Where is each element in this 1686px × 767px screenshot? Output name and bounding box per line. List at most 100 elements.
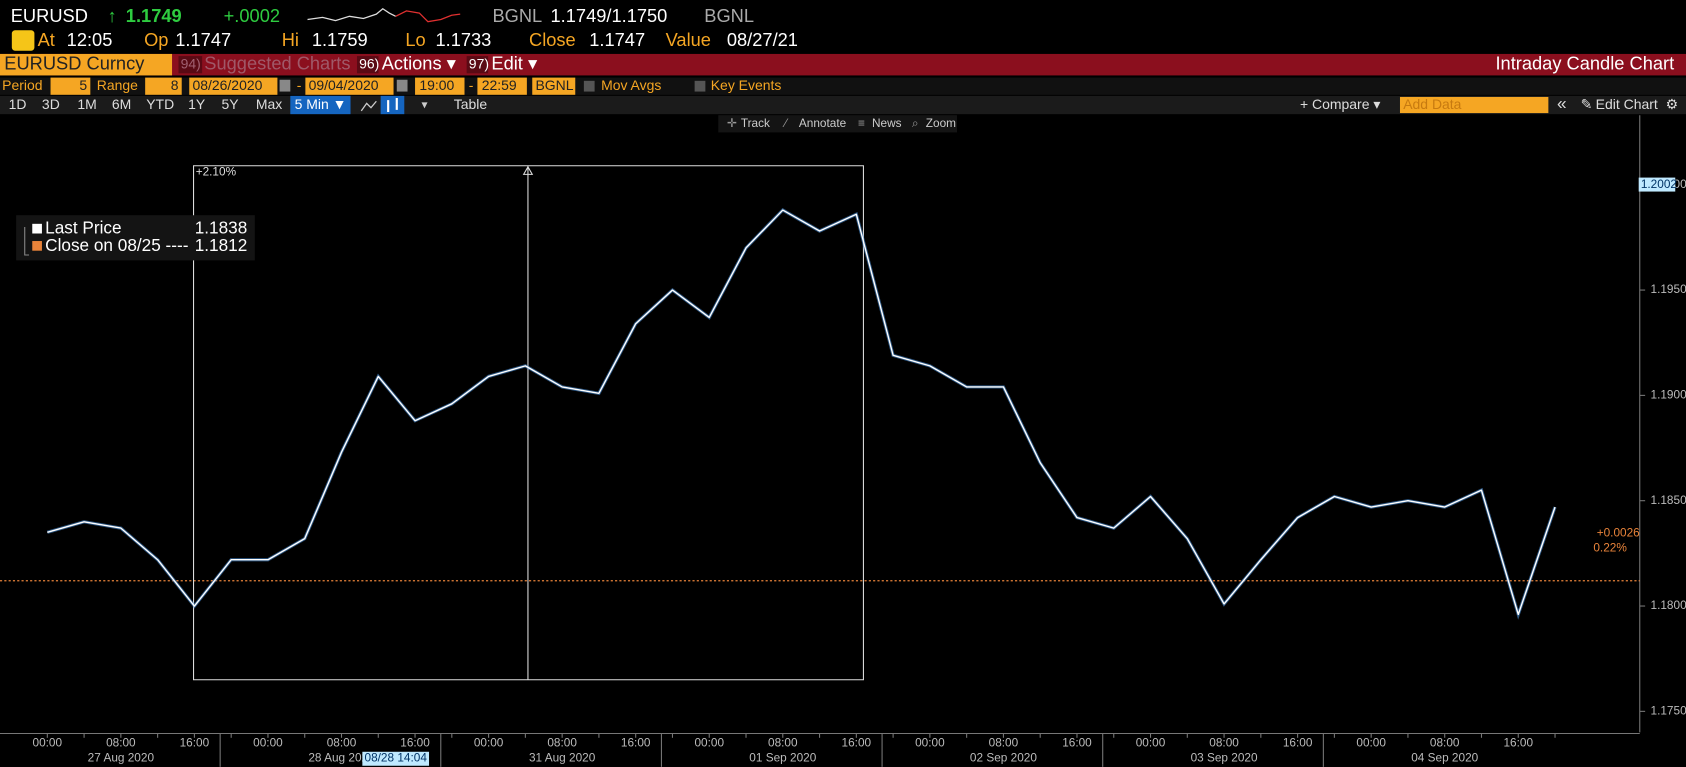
x-tick-label: 16:00 xyxy=(842,735,872,749)
range-button[interactable]: 6M xyxy=(112,96,131,112)
x-tick-label: 00:00 xyxy=(694,735,724,749)
value: 08/27/21 xyxy=(727,29,798,50)
tools-bar xyxy=(718,115,957,133)
value: 1.1759 xyxy=(312,29,368,50)
x-date-label: 04 Sep 2020 xyxy=(1411,750,1478,764)
x-tick-label: 16:00 xyxy=(180,735,210,749)
legend-bracket xyxy=(24,227,30,256)
x-date-label: 28 Aug 2020 xyxy=(308,750,375,764)
tool-icon[interactable]: ⌕ xyxy=(912,116,919,130)
input-box[interactable] xyxy=(477,77,527,95)
checkbox[interactable] xyxy=(694,80,706,92)
separator: - xyxy=(469,77,474,93)
input-box[interactable] xyxy=(189,77,278,95)
x-tick-label: 16:00 xyxy=(1062,735,1092,749)
x-tick-label: 16:00 xyxy=(621,735,651,749)
x-tick-label: 08:00 xyxy=(989,735,1019,749)
input-box[interactable] xyxy=(50,77,91,95)
x-tick-label: 00:00 xyxy=(253,735,283,749)
label: Hi xyxy=(282,29,299,50)
range-button[interactable]: 1M xyxy=(77,96,96,112)
checkbox[interactable] xyxy=(583,80,595,92)
add-data-box[interactable] xyxy=(1399,96,1549,114)
security-box[interactable] xyxy=(0,53,173,76)
input[interactable]: 5 xyxy=(79,77,87,93)
security[interactable]: EURUSD Curncy xyxy=(4,53,145,74)
cursor-time-box xyxy=(362,751,430,766)
x-tick-label: 00:00 xyxy=(1136,735,1166,749)
pencil[interactable]: ✎ xyxy=(1581,96,1593,112)
x-tick-label: 16:00 xyxy=(400,735,430,749)
legend-swatch xyxy=(32,241,42,251)
x-tick-label: 08:00 xyxy=(106,735,136,749)
menu-item[interactable]: Actions ▾ xyxy=(382,53,456,74)
line-icon[interactable] xyxy=(360,100,377,112)
ticker: EURUSD xyxy=(11,5,88,26)
x-tick-label: 08:00 xyxy=(327,735,357,749)
cursor-time: 08/28 14:04 xyxy=(365,750,428,764)
input[interactable]: 19:00 xyxy=(419,77,454,93)
tool-button[interactable]: News xyxy=(872,116,902,130)
alert-icon[interactable] xyxy=(11,30,35,51)
range-button[interactable]: Max xyxy=(256,96,282,112)
x-tick-label: 08:00 xyxy=(547,735,577,749)
x-tick-label: 08:00 xyxy=(768,735,798,749)
source: BGNL xyxy=(704,5,754,26)
price-line xyxy=(47,209,1556,616)
input[interactable]: 08/26/2020 xyxy=(192,77,262,93)
range-button[interactable]: 1Y xyxy=(188,96,206,112)
tool-icon[interactable]: ✛ xyxy=(727,116,737,130)
input-box[interactable] xyxy=(145,77,182,95)
collapse[interactable]: « xyxy=(1557,93,1567,113)
interval[interactable]: 5 Min ▼ xyxy=(295,96,347,112)
range-button[interactable]: 3D xyxy=(42,96,60,112)
tool-button[interactable]: Zoom xyxy=(926,116,956,130)
menu-code: 94) xyxy=(181,55,201,71)
source: BGNL xyxy=(492,5,542,26)
tool-button[interactable]: Track xyxy=(741,116,770,130)
table-button[interactable]: Table xyxy=(454,96,488,112)
input-box[interactable] xyxy=(532,77,576,95)
range-button[interactable]: 1D xyxy=(9,96,27,112)
compare-button[interactable]: + Compare ▾ xyxy=(1300,96,1380,112)
legend-label: Last Price xyxy=(45,218,121,238)
value: 1.1747 xyxy=(589,29,645,50)
candle-icon[interactable] xyxy=(387,98,398,112)
x-tick-label: 16:00 xyxy=(1283,735,1313,749)
input-box[interactable] xyxy=(415,77,465,95)
label: Value xyxy=(666,29,711,50)
input[interactable]: 22:59 xyxy=(482,77,517,93)
settings-gear[interactable]: ⚙ xyxy=(1666,96,1679,112)
edit-chart[interactable]: Edit Chart xyxy=(1596,96,1658,112)
change: +.0002 xyxy=(224,5,280,26)
legend-value: 1.1812 xyxy=(195,235,248,255)
menu-item[interactable]: Suggested Charts xyxy=(204,53,350,74)
range-button[interactable]: 5Y xyxy=(222,96,240,112)
input-box[interactable] xyxy=(305,77,394,95)
tool-icon[interactable]: ≡ xyxy=(858,116,865,130)
value: 1.1733 xyxy=(435,29,491,50)
dropdown[interactable]: ▾ xyxy=(422,98,428,112)
x-tick-label: 00:00 xyxy=(915,735,945,749)
add-data[interactable]: Add Data xyxy=(1403,96,1461,112)
option[interactable]: Mov Avgs xyxy=(601,77,661,93)
calendar-icon[interactable] xyxy=(396,79,408,92)
tool-button[interactable]: Annotate xyxy=(799,116,847,130)
range-buttons: 1D 3D 1M 6M YTD 1Y 5Y Max xyxy=(9,96,283,112)
input[interactable]: 8 xyxy=(171,77,179,93)
input[interactable]: 09/04/2020 xyxy=(309,77,379,93)
tool-icon[interactable]: ⁄ xyxy=(782,116,789,130)
range-button[interactable]: YTD xyxy=(146,96,174,112)
candle-icon-box[interactable] xyxy=(380,95,405,115)
sparkline-down xyxy=(395,10,461,23)
interval-box[interactable] xyxy=(290,95,351,115)
plot: 1.17501.18001.18501.19001.19501.200000:0… xyxy=(0,115,1686,767)
label: Period xyxy=(2,77,42,93)
x-tick-label: 08:00 xyxy=(1430,735,1460,749)
calendar-icon[interactable] xyxy=(279,79,291,92)
option[interactable]: Key Events xyxy=(711,77,782,93)
input[interactable]: BGNL xyxy=(535,77,573,93)
x-date-label: 31 Aug 2020 xyxy=(529,750,596,764)
menu-item[interactable]: Edit ▾ xyxy=(491,53,537,74)
x-date-label: 27 Aug 2020 xyxy=(88,750,155,764)
